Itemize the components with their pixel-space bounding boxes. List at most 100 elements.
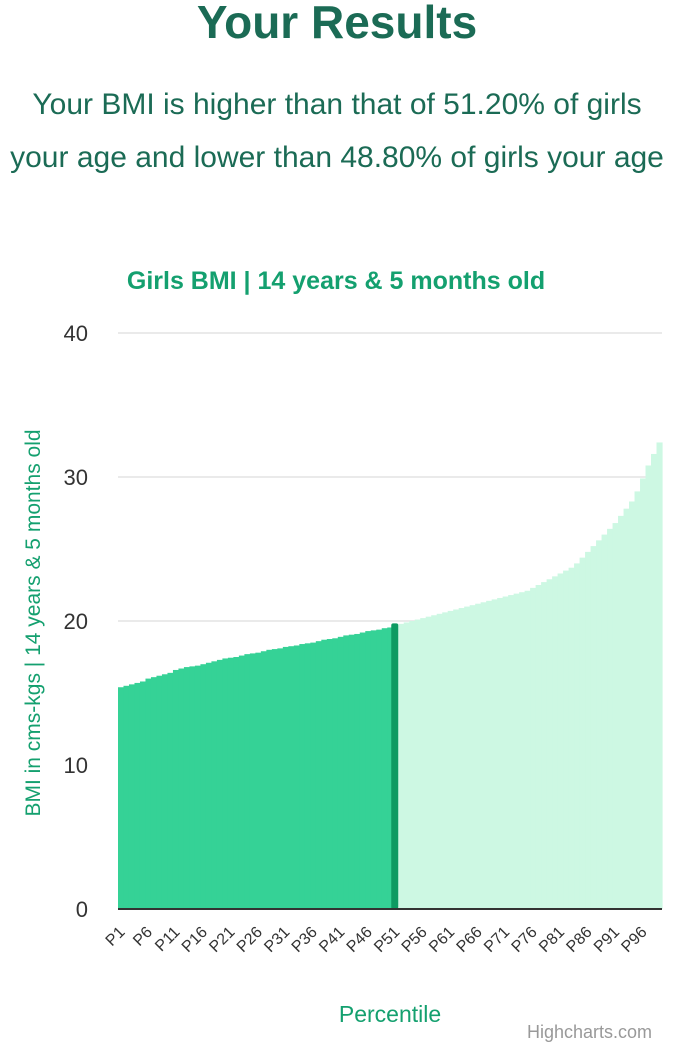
bar-below-your-bmi — [326, 639, 333, 909]
x-tick-label: P96 — [618, 924, 650, 956]
bar-above-your-bmi — [618, 515, 625, 909]
bar-below-your-bmi — [277, 648, 284, 909]
bar-above-your-bmi — [651, 453, 658, 909]
bar-below-your-bmi — [255, 652, 262, 909]
bar-above-your-bmi — [469, 605, 476, 909]
bar-below-your-bmi — [211, 661, 218, 909]
bar-below-your-bmi — [343, 635, 350, 909]
y-tick-label: 20 — [64, 609, 88, 634]
y-tick-labels: 0 10 20 30 40 — [64, 321, 88, 922]
bar-below-your-bmi — [194, 665, 202, 909]
bar-below-your-bmi — [118, 687, 125, 909]
bar-below-your-bmi — [150, 677, 158, 909]
y-tick-label: 30 — [64, 465, 88, 490]
bar-above-your-bmi — [398, 623, 405, 909]
bar-below-your-bmi — [282, 646, 289, 909]
bar-below-your-bmi — [189, 666, 196, 909]
y-tick-label: 10 — [64, 753, 88, 778]
x-tick-label: P91 — [591, 924, 623, 956]
bar-below-your-bmi — [266, 649, 273, 909]
bar-above-your-bmi — [645, 465, 652, 909]
x-tick-label: P61 — [426, 924, 458, 956]
bar-above-your-bmi — [530, 587, 537, 909]
bar-below-your-bmi — [315, 641, 322, 909]
bar-below-your-bmi — [387, 627, 394, 909]
bar-below-your-bmi — [365, 631, 372, 909]
bar-below-your-bmi — [172, 669, 180, 909]
x-tick-label: P16 — [179, 924, 211, 956]
x-tick-label: P56 — [399, 924, 431, 956]
bar-below-your-bmi — [304, 643, 311, 909]
x-tick-label: P36 — [289, 924, 321, 956]
bar-above-your-bmi — [447, 610, 454, 909]
bar-above-your-bmi — [607, 528, 614, 909]
bar-below-your-bmi — [244, 654, 251, 909]
bar-below-your-bmi — [233, 657, 240, 909]
bar-above-your-bmi — [541, 582, 548, 909]
bar-above-your-bmi — [590, 546, 597, 909]
bar-below-your-bmi — [381, 628, 388, 909]
highcharts-credit-link[interactable]: Highcharts.com — [527, 1022, 652, 1042]
bar-above-your-bmi — [409, 621, 416, 909]
bar-below-your-bmi — [293, 645, 300, 909]
x-tick-label: P81 — [536, 924, 568, 956]
bar-above-your-bmi — [431, 615, 438, 909]
bar-below-your-bmi — [167, 672, 174, 909]
bar-below-your-bmi — [178, 668, 185, 909]
bar-above-your-bmi — [568, 567, 575, 909]
bar-above-your-bmi — [585, 551, 592, 909]
bar-above-your-bmi — [513, 593, 520, 909]
bar-above-your-bmi — [623, 508, 630, 909]
x-tick-label: P76 — [509, 924, 541, 956]
bar-below-your-bmi — [134, 682, 141, 909]
bar-below-your-bmi — [249, 653, 256, 909]
x-tick-label: P41 — [316, 924, 348, 956]
bar-above-your-bmi — [519, 592, 526, 909]
bmi-percentile-chart: Girls BMI | 14 years & 5 months old 0 10 2… — [22, 267, 663, 1042]
bar-below-your-bmi — [205, 662, 213, 909]
bar-above-your-bmi — [453, 609, 460, 909]
x-tick-label: P6 — [130, 924, 156, 950]
bar-below-your-bmi — [348, 634, 355, 909]
bar-above-your-bmi — [634, 491, 641, 909]
bar-above-your-bmi — [502, 596, 509, 909]
bmi-summary-text: Your BMI is higher than that of 51.20% o… — [10, 88, 664, 174]
bar-below-your-bmi — [200, 664, 207, 909]
x-tick-label: P21 — [206, 924, 238, 956]
bar-below-your-bmi — [310, 642, 317, 909]
bar-below-your-bmi — [376, 629, 383, 909]
bar-above-your-bmi — [535, 585, 542, 909]
bar-below-your-bmi — [321, 639, 328, 909]
results-heading: Your Results — [196, 0, 478, 48]
bar-below-your-bmi — [139, 681, 147, 909]
bar-below-your-bmi — [156, 675, 163, 909]
x-tick-label: P86 — [563, 924, 595, 956]
bar-above-your-bmi — [596, 540, 603, 909]
y-tick-label: 0 — [76, 897, 88, 922]
bar-above-your-bmi — [442, 612, 449, 909]
bar-above-your-bmi — [552, 576, 559, 909]
bar-above-your-bmi — [656, 442, 663, 909]
bar-below-your-bmi — [238, 655, 245, 909]
bar-above-your-bmi — [579, 557, 586, 909]
bar-above-your-bmi — [464, 606, 471, 909]
bar-above-your-bmi — [491, 599, 498, 909]
bar-above-your-bmi — [508, 595, 515, 909]
x-tick-label: P11 — [152, 924, 183, 955]
bar-above-your-bmi — [425, 616, 432, 909]
x-axis-label: Percentile — [339, 1001, 441, 1027]
bar-above-your-bmi — [612, 523, 619, 909]
bar-above-your-bmi — [458, 608, 465, 909]
bar-below-your-bmi — [145, 678, 152, 909]
bar-below-your-bmi — [128, 684, 136, 909]
data-bars — [118, 442, 663, 909]
bar-below-your-bmi — [123, 685, 130, 909]
bar-below-your-bmi — [227, 657, 234, 909]
bar-below-your-bmi — [271, 649, 278, 909]
x-tick-label: P46 — [344, 924, 376, 956]
bar-above-your-bmi — [497, 597, 504, 909]
bar-above-your-bmi — [403, 622, 410, 909]
bar-above-your-bmi — [601, 534, 608, 909]
bar-below-your-bmi — [332, 638, 339, 909]
x-tick-labels: P1 P6P11P16P21P26P31P36P41P46P51P56P61P66… — [103, 924, 651, 956]
